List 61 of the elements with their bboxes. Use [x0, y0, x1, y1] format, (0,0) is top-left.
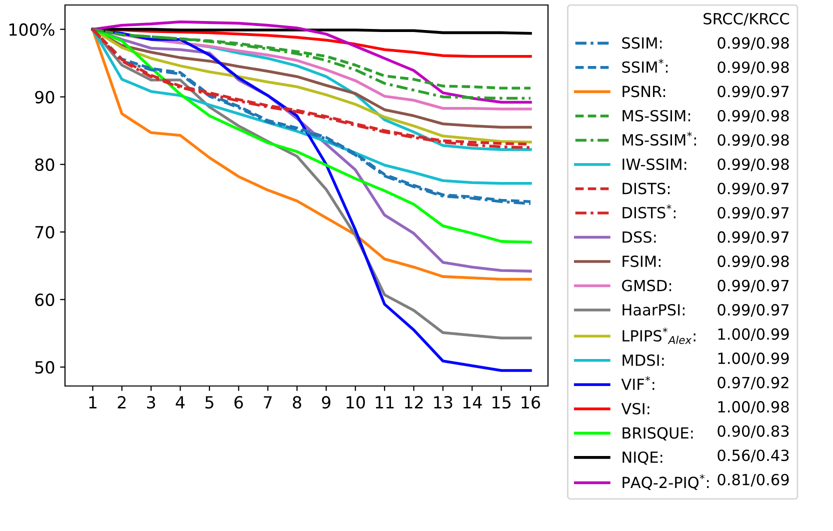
x-tick-label: 4	[176, 396, 185, 408]
legend-label: HaarPSI:	[622, 304, 684, 316]
legend-label: DSS:	[622, 231, 656, 243]
x-tick-label: 14	[463, 396, 482, 408]
legend-label: DISTS$^{*}$:	[622, 204, 676, 218]
x-tick-label: 13	[434, 396, 452, 409]
y-tick-label: 60	[35, 293, 54, 306]
x-tick-label: 11	[376, 396, 394, 408]
legend-label: MS-SSIM$^{*}$:	[622, 132, 696, 146]
x-tick-label: 9	[322, 396, 330, 409]
text: 0.99/0.98	[718, 256, 789, 268]
x-tick-label: 10	[346, 396, 365, 409]
text: 0.99/0.97	[718, 231, 789, 244]
legend-label: IW-SSIM:	[622, 158, 686, 170]
legend-label: GMSD:	[622, 280, 672, 292]
y-tick-label: 80	[35, 158, 54, 171]
y-tick-label: 90	[35, 90, 54, 104]
text: 0.99/0.98	[718, 61, 789, 74]
legend-label: NIQE:	[622, 451, 662, 465]
text: 0.99/0.98	[718, 37, 789, 50]
text: 0.99/0.97	[718, 304, 789, 317]
legend-label: VIF$^{*}$:	[621, 376, 654, 390]
text: 0.99/0.97	[718, 206, 789, 220]
text: 0.81/0.69	[718, 474, 789, 487]
x-tick-label: 7	[264, 396, 272, 408]
x-tick-label: 5	[205, 396, 214, 409]
legend-label: MS-SSIM:	[622, 110, 690, 122]
x-tick-label: 12	[404, 396, 423, 408]
legend-label: FSIM:	[622, 256, 660, 268]
x-tick-label: 6	[234, 396, 243, 409]
x-tick-label: 16	[522, 396, 540, 409]
legend-label: PSNR:	[622, 86, 666, 98]
legend-label: PAQ-2-PIQ$^{*}$:	[622, 474, 709, 490]
text: 0.90/0.83	[718, 425, 789, 438]
x-tick-label: 8	[292, 396, 302, 409]
text: 0.99/0.98	[718, 158, 789, 172]
text: 0.99/0.97	[718, 182, 789, 196]
legend-label: DISTS:	[622, 182, 670, 194]
legend-label: LPIPS$^{*}$$_{Alex}$:	[622, 328, 696, 344]
text: 0.99/0.97	[718, 280, 789, 293]
legend-label: BRISQUE:	[622, 427, 693, 440]
legend-title: SRCC/KRCC	[704, 12, 790, 26]
text: 0.99/0.98	[718, 134, 789, 147]
x-tick-label: 15	[492, 396, 510, 409]
x-tick-label: 3	[147, 396, 156, 409]
text: 1.00/0.98	[718, 401, 789, 414]
text: 0.97/0.92	[718, 376, 788, 390]
y-tick-label: 100%	[9, 23, 54, 36]
legend-label: SSIM:	[622, 37, 662, 49]
text: 1.00/0.99	[718, 328, 789, 342]
text: 0.99/0.97	[718, 86, 789, 98]
legend-label: SSIM$^{*}$:	[622, 58, 668, 73]
x-tick-label: 2	[118, 396, 126, 408]
text: 0.99/0.98	[718, 110, 789, 123]
text: 1.00/0.99	[718, 352, 789, 366]
y-tick-label: 50	[35, 361, 54, 374]
text: 0.56/0.43	[718, 450, 789, 462]
x-tick-label: 1	[89, 396, 96, 408]
legend-label: VSI:	[621, 402, 650, 414]
legend-label: MDSI:	[622, 354, 664, 366]
y-tick-label: 70	[35, 226, 54, 239]
